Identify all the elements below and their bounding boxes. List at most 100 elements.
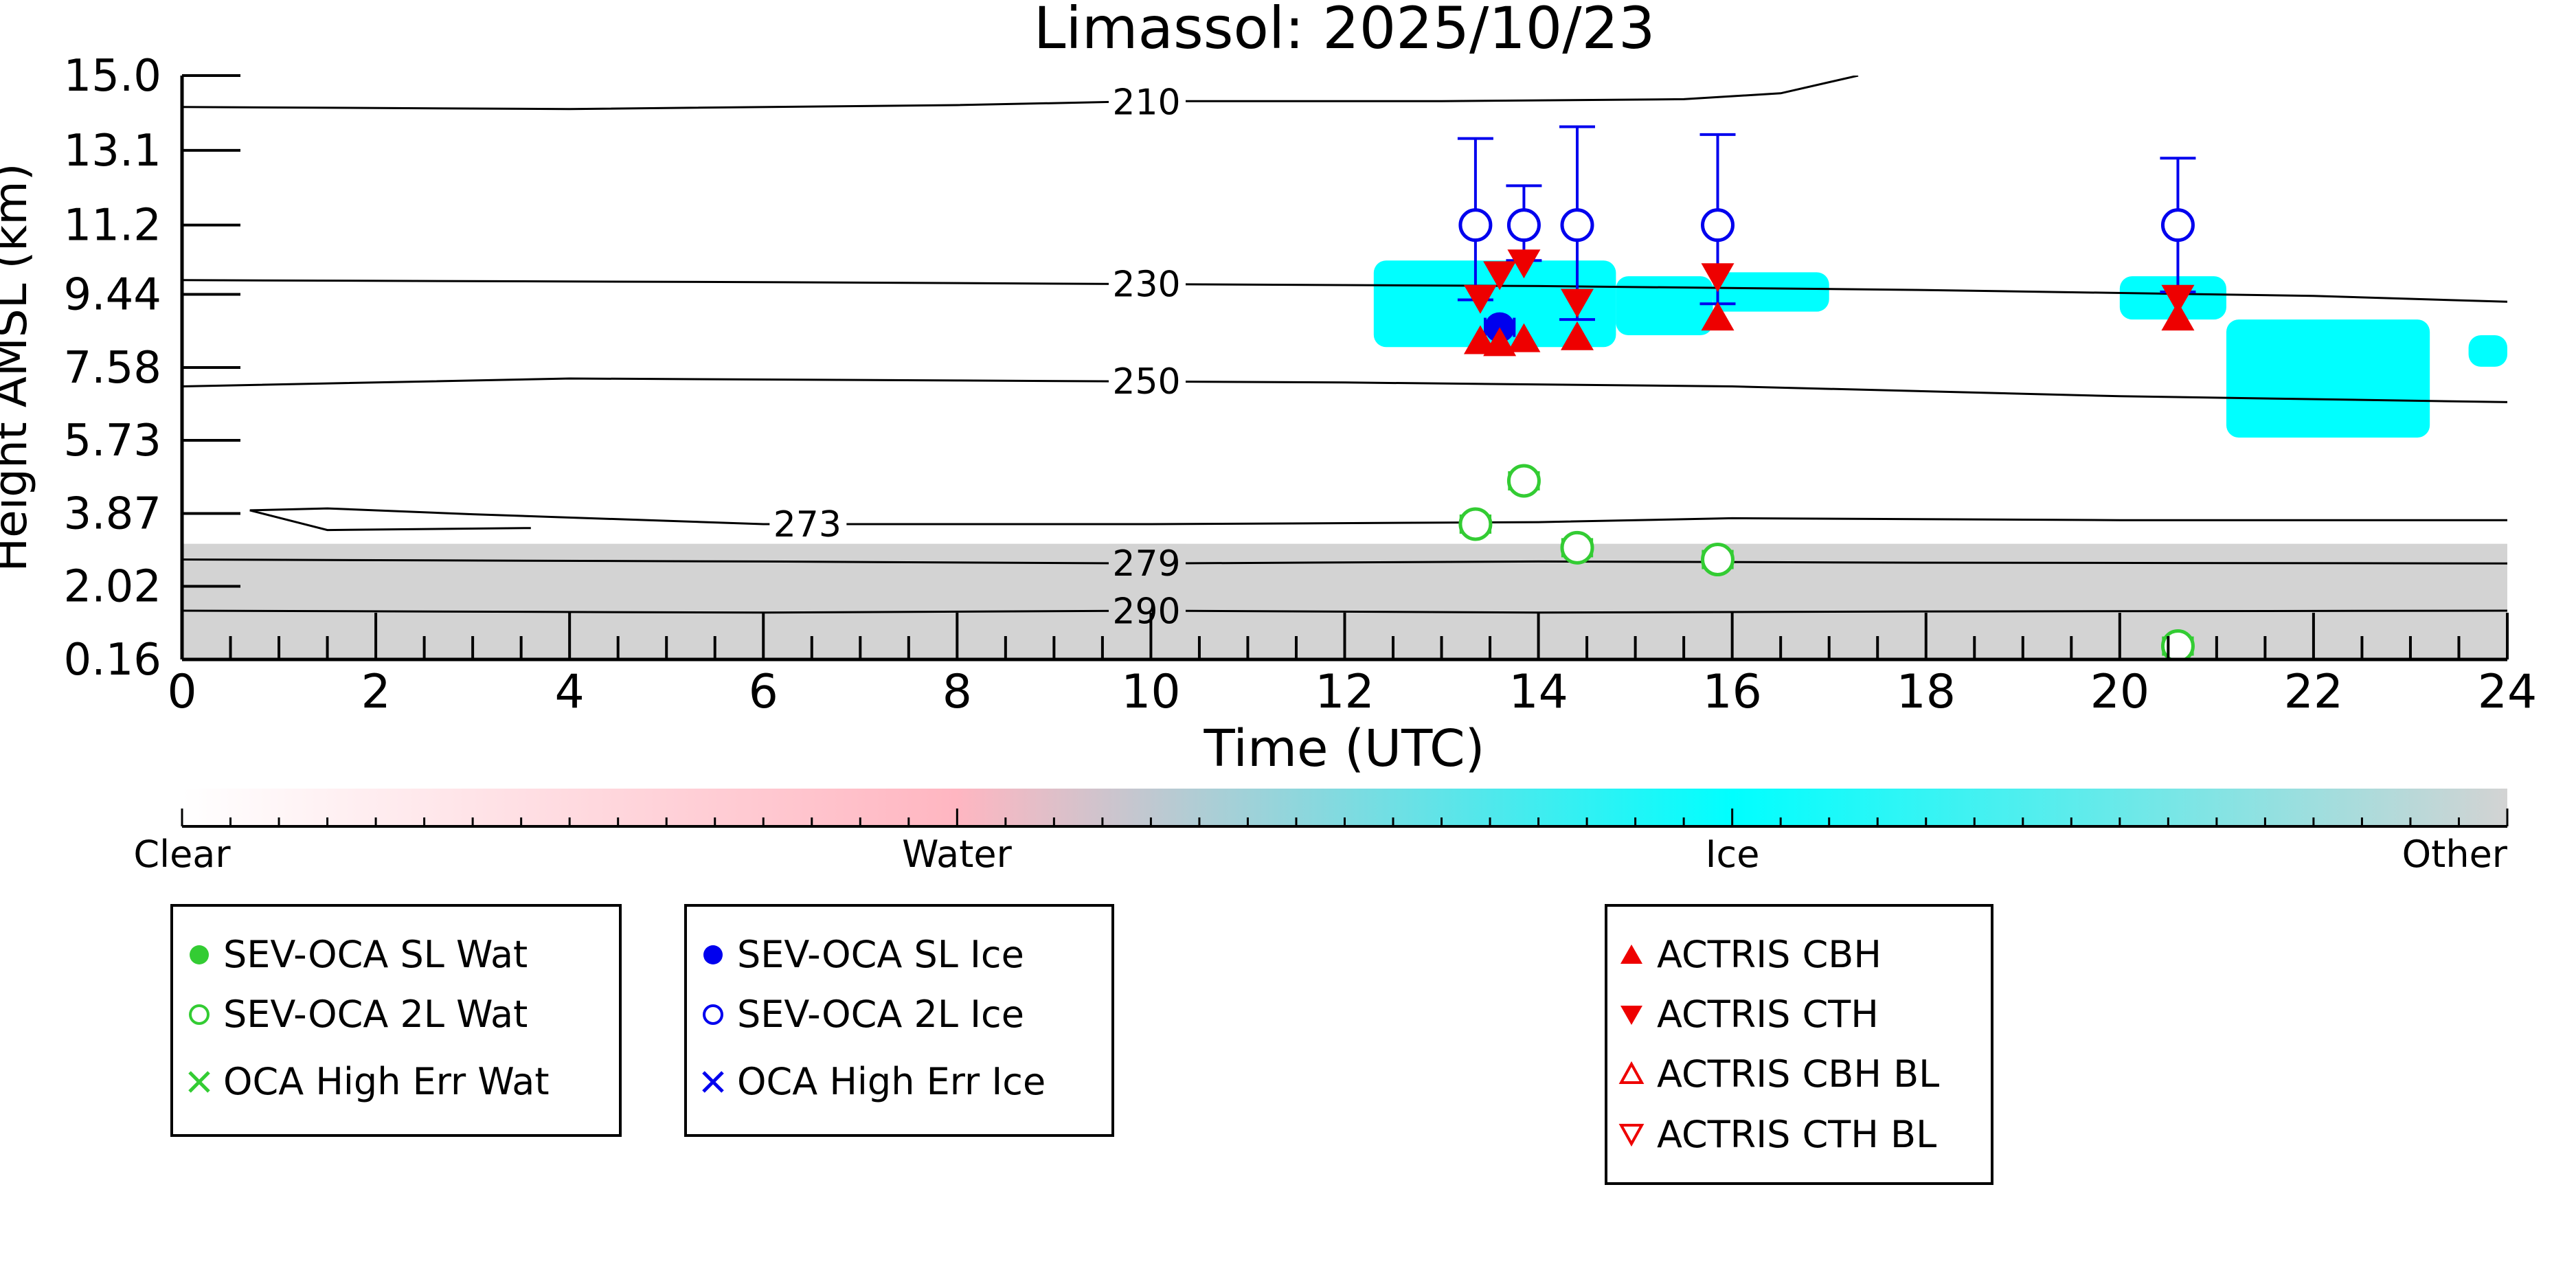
- legend-label-cth: ACTRIS CTH: [1657, 993, 1879, 1036]
- y-axis-label: Height AMSL (km): [0, 163, 37, 572]
- contour-line-6: [182, 609, 2507, 614]
- x-axis-label: Time (UTC): [1203, 719, 1484, 778]
- y-tick-label-1: 2.02: [64, 561, 162, 612]
- plot-area: 210 230 250 273 279 290: [182, 76, 2507, 659]
- marker-sev-oca-2l-wat-4: [2160, 629, 2195, 659]
- marker-sev-oca-2l-wat-3: [1701, 543, 1735, 577]
- legend-ice-box: [684, 904, 1114, 1137]
- legend-actris-box: [1605, 904, 1993, 1185]
- contour-label-bg-3: [769, 504, 847, 543]
- legend-ice: SEV-OCA SL Ice SEV-OCA 2L Ice OCA High E…: [684, 904, 1114, 1137]
- contour-label-bg-0: [1109, 82, 1186, 122]
- legend-label-cbh-bl: ACTRIS CBH BL: [1657, 1052, 1939, 1096]
- legend-water-box: [170, 904, 622, 1137]
- legend-label-sl-ice: SEV-OCA SL Ice: [737, 933, 1024, 976]
- x-tick-label-6: 6: [749, 665, 778, 719]
- marker-actris-cth-2: [1507, 249, 1541, 279]
- legend-label-2l-ice: SEV-OCA 2L Ice: [737, 993, 1024, 1036]
- colorbar-label-ice: Ice: [1706, 833, 1760, 876]
- chart-title: Limassol: 2025/10/23: [1034, 0, 1656, 62]
- legend-triangle-down-open-icon: [1618, 1124, 1645, 1147]
- marker-actris-cth-5: [2161, 284, 2195, 314]
- y-tick-label-5: 9.44: [64, 269, 162, 320]
- contour-label-bg-6: [1109, 591, 1186, 631]
- colorbar: Clear Water Ice Other: [133, 789, 2509, 876]
- x-tick-label-2: 2: [361, 665, 390, 719]
- y-tick-label-6: 11.2: [64, 201, 162, 251]
- cloud-region-2: [1713, 272, 1829, 312]
- legend-label-higherr-ice: OCA High Err Ice: [737, 1060, 1046, 1103]
- x-tick-label-24: 24: [2478, 665, 2538, 719]
- marker-actris-cth-1: [1483, 261, 1517, 291]
- legend-label-2l-wat: SEV-OCA 2L Wat: [223, 993, 528, 1036]
- legend-triangle-up-open-icon: [1618, 1061, 1645, 1084]
- x-tick-label-4: 4: [555, 665, 585, 719]
- colorbar-ticks: [181, 809, 2509, 826]
- legend-x-green-icon: [188, 1071, 210, 1093]
- legend-triangle-down-filled-icon: [1620, 1006, 1642, 1025]
- colorbar-label-other: Other: [2402, 833, 2508, 876]
- contour-label-210: 210: [1112, 82, 1180, 123]
- marker-sev-oca-2l-ice-1: [1506, 208, 1541, 242]
- legend-actris: ACTRIS CBH ACTRIS CTH ACTRIS CBH BL ACTR…: [1605, 904, 1993, 1185]
- contour-line-2: [182, 377, 2507, 403]
- legend-label-higherr-wat: OCA High Err Wat: [223, 1060, 550, 1103]
- x-tick-label-18: 18: [1896, 665, 1956, 719]
- cloud-region-4: [2226, 319, 2430, 438]
- marker-sev-oca-2l-ice-0: [1458, 208, 1493, 242]
- contour-label-250: 250: [1112, 361, 1180, 403]
- contour-line-1: [182, 279, 2507, 303]
- x-tick-label-12: 12: [1315, 665, 1375, 719]
- legend-label-cbh: ACTRIS CBH: [1657, 933, 1882, 976]
- cloud-region-1: [1616, 276, 1713, 336]
- marker-sev-oca-2l-ice-4: [2160, 208, 2195, 242]
- x-tick-label-8: 8: [942, 665, 972, 719]
- contour-label-bg-1: [1109, 264, 1186, 304]
- contour-label-bg-2: [1109, 362, 1186, 401]
- contour-label-230: 230: [1112, 264, 1180, 305]
- marker-actris-cbh-3: [1561, 321, 1594, 350]
- marker-sev-oca-2l-wat-0: [1458, 507, 1493, 541]
- marker-actris-cth-4: [1701, 263, 1735, 293]
- y-tick-label-0: 0.16: [64, 635, 162, 686]
- contour-label-273: 273: [773, 504, 841, 545]
- legend-open-circle-blue-icon: [703, 1004, 723, 1025]
- contour-label-bg-5: [1109, 543, 1186, 583]
- legend-filled-circle-blue-icon: [703, 945, 723, 964]
- legend-open-circle-green-icon: [189, 1004, 210, 1025]
- cloud-region-5: [2468, 335, 2507, 367]
- marker-actris-cth-0: [1463, 284, 1497, 314]
- marker-actris-cbh-2: [1507, 323, 1541, 352]
- contour-line-4: [249, 509, 531, 532]
- marker-actris-cbh-4: [1701, 302, 1735, 331]
- legend-x-blue-icon: [702, 1071, 724, 1093]
- legend-water: SEV-OCA SL Wat SEV-OCA 2L Wat OCA High E…: [170, 904, 622, 1137]
- legend-label-cth-bl: ACTRIS CTH BL: [1657, 1113, 1936, 1156]
- legend-filled-circle-green-icon: [190, 945, 209, 964]
- marker-actris-cbh-5: [2161, 302, 2195, 331]
- marker-sev-oca-2l-ice-3: [1701, 208, 1735, 242]
- y-tick-label-8: 15.0: [64, 51, 162, 102]
- x-tick-label-22: 22: [2284, 665, 2344, 719]
- contour-line-5: [182, 558, 2507, 565]
- y-tick-label-2: 3.87: [64, 489, 162, 540]
- x-tick-label-0: 0: [167, 665, 196, 719]
- marker-actris-cbh-1: [1483, 327, 1517, 357]
- marker-sev-oca-2l-wat-1: [1506, 464, 1541, 498]
- y-tick-label-3: 5.73: [64, 416, 162, 466]
- x-tick-label-16: 16: [1702, 665, 1762, 719]
- marker-sev-oca-2l-wat-2: [1560, 530, 1594, 565]
- marker-sev-oca-2l-ice-2: [1560, 208, 1594, 242]
- cloud-region-0: [1373, 260, 1616, 348]
- x-tick-label-20: 20: [2090, 665, 2150, 719]
- contour-label-290: 290: [1112, 591, 1180, 632]
- contour-label-279: 279: [1112, 543, 1180, 585]
- x-tick-label-14: 14: [1509, 665, 1568, 719]
- y-tick-label-7: 13.1: [64, 126, 162, 177]
- contour-line-0: [182, 76, 1859, 111]
- marker-actris-cth-3: [1561, 289, 1594, 318]
- legend-triangle-up-filled-icon: [1620, 945, 1642, 964]
- contour-line-3: [249, 507, 2507, 526]
- colorbar-label-clear: Clear: [133, 833, 231, 876]
